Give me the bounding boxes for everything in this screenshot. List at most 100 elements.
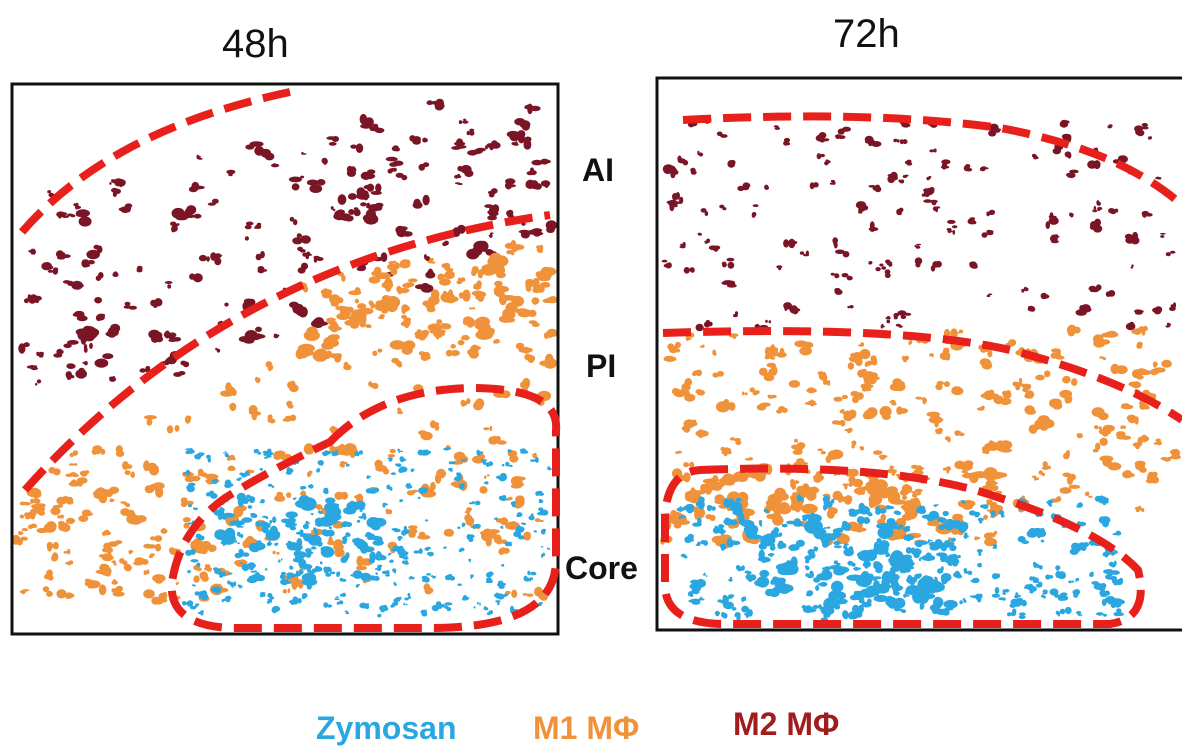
- cell-mark: [789, 308, 800, 312]
- cell-mark: [403, 603, 405, 606]
- cell-mark: [361, 172, 371, 180]
- cell-mark: [749, 574, 756, 580]
- cell-mark: [472, 575, 474, 577]
- cell-mark: [943, 600, 957, 609]
- cell-mark: [744, 613, 749, 616]
- cell-mark: [144, 570, 147, 573]
- cell-mark: [1041, 540, 1045, 542]
- cell-mark: [70, 375, 75, 378]
- cell-mark: [162, 592, 167, 600]
- cell-mark: [246, 223, 250, 229]
- cell-mark: [850, 595, 859, 601]
- cell-mark: [441, 323, 451, 329]
- cell-mark: [801, 504, 818, 514]
- cell-mark: [419, 164, 426, 171]
- cell-mark: [1094, 425, 1098, 429]
- cell-mark: [489, 611, 492, 613]
- cell-mark: [73, 203, 76, 206]
- cell-mark: [860, 504, 865, 510]
- cell-mark: [227, 580, 230, 584]
- cell-mark: [1019, 378, 1022, 383]
- cell-mark: [534, 587, 543, 597]
- cell-mark: [742, 392, 744, 394]
- cell-mark: [195, 509, 197, 511]
- cell-mark: [413, 202, 423, 209]
- cell-mark: [988, 390, 994, 398]
- cell-mark: [836, 290, 841, 295]
- cell-mark: [311, 320, 323, 328]
- cell-mark: [276, 543, 279, 545]
- cell-mark: [506, 184, 516, 187]
- cell-mark: [408, 593, 411, 597]
- cell-mark: [172, 208, 185, 219]
- cell-mark: [943, 511, 949, 516]
- cell-mark: [306, 444, 314, 454]
- cell-mark: [1024, 587, 1029, 589]
- cell-mark: [53, 267, 58, 271]
- cell-mark: [698, 429, 705, 438]
- cell-mark: [887, 554, 890, 557]
- cell-mark: [461, 400, 466, 407]
- cell-mark: [487, 257, 497, 268]
- cell-mark: [826, 456, 832, 464]
- cell-mark: [57, 349, 63, 353]
- cell-mark: [682, 426, 689, 431]
- cell-mark: [756, 576, 769, 587]
- cell-mark: [406, 604, 408, 606]
- legend-m2-macrophage: M2 MΦ: [733, 706, 839, 743]
- cell-mark: [306, 327, 318, 337]
- cell-mark: [802, 483, 810, 494]
- cell-mark: [417, 535, 430, 540]
- cell-mark: [397, 408, 401, 413]
- cell-mark: [736, 503, 742, 511]
- cell-mark: [1071, 543, 1080, 551]
- cell-mark: [375, 183, 381, 192]
- cell-mark: [750, 535, 763, 540]
- cell-mark: [1037, 529, 1043, 537]
- cell-mark: [502, 464, 504, 467]
- cell-mark: [283, 589, 288, 593]
- cell-mark: [412, 577, 415, 579]
- cell-mark: [503, 548, 510, 554]
- cell-mark: [1106, 291, 1111, 297]
- cell-mark: [302, 593, 308, 598]
- cell-mark: [915, 245, 917, 247]
- cell-mark: [1106, 501, 1109, 504]
- cell-mark: [419, 548, 423, 554]
- cell-mark: [1051, 590, 1056, 595]
- cell-mark: [707, 505, 712, 510]
- cell-mark: [834, 545, 842, 548]
- cell-mark: [691, 171, 697, 175]
- cell-mark: [116, 586, 123, 592]
- cell-mark: [894, 590, 897, 596]
- cell-mark: [81, 335, 87, 345]
- cell-mark: [48, 467, 55, 474]
- cell-mark: [817, 449, 823, 452]
- cell-mark: [481, 459, 484, 462]
- cell-mark: [936, 430, 942, 434]
- cell-mark: [407, 490, 415, 495]
- cell-mark: [66, 518, 75, 524]
- cell-mark: [906, 547, 912, 554]
- cell-mark: [116, 445, 123, 453]
- cell-mark: [926, 514, 933, 522]
- cell-mark: [381, 610, 385, 613]
- cell-mark: [696, 370, 703, 376]
- cell-mark: [483, 427, 489, 430]
- cell-mark: [269, 520, 272, 524]
- cell-mark: [71, 479, 77, 485]
- cell-mark: [759, 570, 769, 577]
- cell-mark: [281, 572, 286, 575]
- cell-mark: [37, 379, 41, 383]
- cell-mark: [311, 513, 313, 515]
- cell-mark: [806, 590, 813, 596]
- region-label-ai: AI: [582, 152, 614, 189]
- cell-mark: [465, 511, 469, 513]
- cell-mark: [850, 613, 855, 618]
- cell-mark: [915, 489, 923, 493]
- cell-mark: [1040, 423, 1049, 431]
- cell-mark: [1064, 394, 1070, 404]
- cell-mark: [744, 515, 749, 520]
- cell-mark: [978, 552, 981, 554]
- cell-mark: [940, 553, 948, 559]
